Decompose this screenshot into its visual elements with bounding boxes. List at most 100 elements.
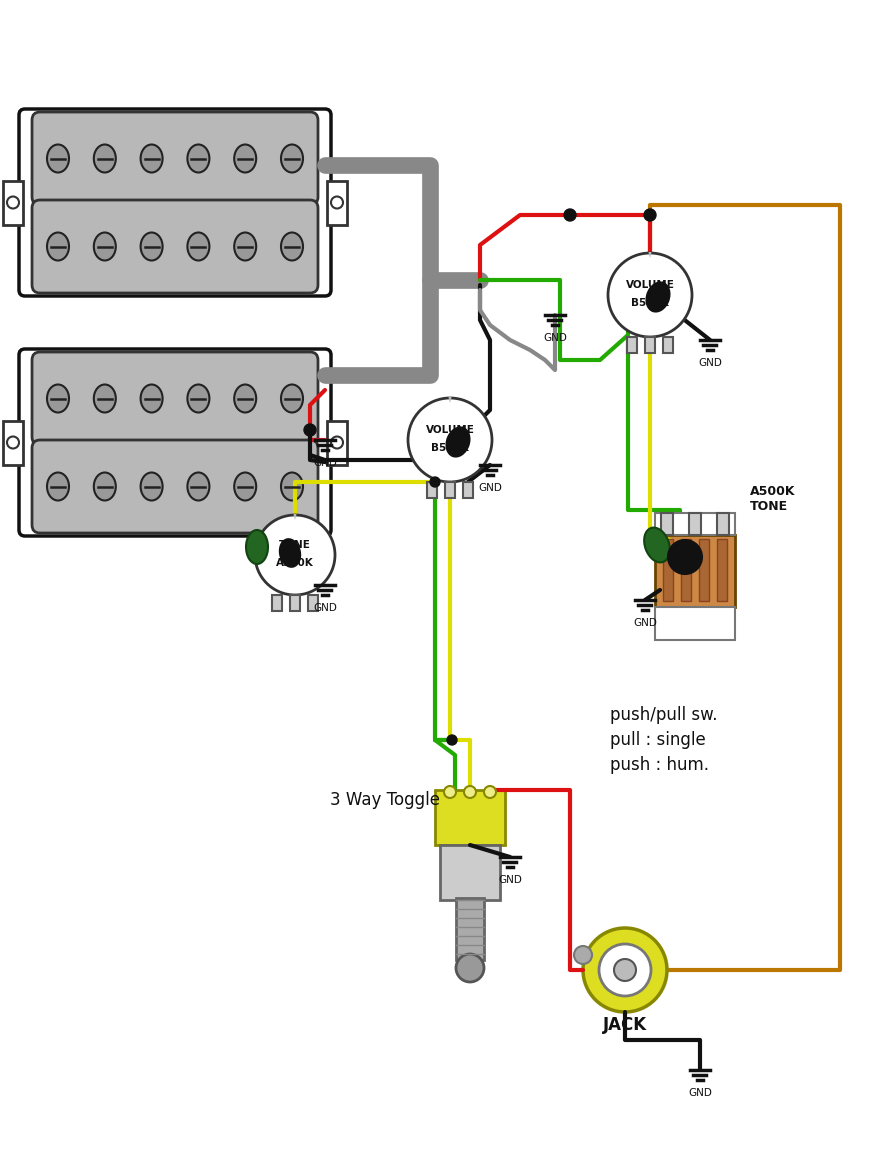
Wedge shape — [647, 252, 651, 259]
Bar — [698, 539, 708, 601]
Circle shape — [483, 786, 495, 799]
FancyBboxPatch shape — [19, 109, 330, 296]
Text: GND: GND — [697, 358, 721, 368]
Text: GND: GND — [633, 618, 656, 629]
Bar — [627, 337, 636, 353]
Bar — [662, 539, 673, 601]
Text: B500K: B500K — [431, 444, 468, 453]
Ellipse shape — [281, 232, 302, 261]
Bar — [440, 845, 500, 900]
Text: A500K: A500K — [275, 558, 314, 568]
Ellipse shape — [47, 145, 69, 172]
Ellipse shape — [47, 232, 69, 261]
Circle shape — [7, 437, 19, 448]
Circle shape — [255, 515, 335, 595]
Ellipse shape — [94, 472, 116, 501]
Ellipse shape — [278, 538, 301, 568]
Text: push : hum.: push : hum. — [609, 756, 708, 774]
Circle shape — [582, 928, 667, 1012]
Ellipse shape — [47, 385, 69, 412]
Ellipse shape — [187, 145, 209, 172]
Bar — [444, 481, 454, 498]
Text: A500K: A500K — [749, 485, 794, 498]
Ellipse shape — [141, 385, 163, 412]
Bar — [427, 481, 436, 498]
Bar — [660, 512, 673, 535]
Text: VOLUME: VOLUME — [425, 425, 474, 435]
Bar — [434, 791, 504, 845]
Text: TONE: TONE — [749, 500, 787, 512]
Ellipse shape — [94, 385, 116, 412]
Circle shape — [303, 424, 315, 435]
Text: push/pull sw.: push/pull sw. — [609, 705, 717, 724]
Ellipse shape — [246, 530, 268, 564]
Text: TONE: TONE — [279, 540, 310, 550]
Ellipse shape — [141, 232, 163, 261]
Text: 3 Way Toggle: 3 Way Toggle — [329, 791, 440, 809]
Bar — [680, 539, 690, 601]
Text: GND: GND — [313, 603, 336, 614]
Ellipse shape — [234, 232, 255, 261]
Wedge shape — [293, 514, 296, 520]
Circle shape — [408, 398, 492, 481]
Bar — [654, 535, 734, 607]
Bar — [327, 180, 347, 224]
FancyBboxPatch shape — [32, 111, 318, 205]
Bar — [644, 337, 654, 353]
Circle shape — [7, 196, 19, 208]
Bar — [3, 180, 23, 224]
Circle shape — [643, 209, 655, 221]
Ellipse shape — [187, 472, 209, 501]
Text: GND: GND — [497, 876, 521, 885]
FancyBboxPatch shape — [32, 200, 318, 293]
Ellipse shape — [234, 472, 255, 501]
Bar — [462, 481, 473, 498]
Text: GND: GND — [313, 458, 336, 468]
Bar — [662, 337, 673, 353]
Text: GND: GND — [687, 1088, 711, 1098]
Circle shape — [447, 735, 456, 745]
Text: GND: GND — [477, 483, 501, 493]
Ellipse shape — [141, 472, 163, 501]
Ellipse shape — [643, 527, 669, 562]
Ellipse shape — [47, 472, 69, 501]
Ellipse shape — [445, 426, 470, 457]
Circle shape — [455, 954, 483, 982]
Bar — [716, 512, 728, 535]
Circle shape — [574, 946, 591, 964]
Text: pull : single: pull : single — [609, 731, 705, 749]
Text: VOLUME: VOLUME — [625, 280, 673, 290]
Circle shape — [429, 477, 440, 487]
Circle shape — [443, 786, 455, 799]
Ellipse shape — [187, 385, 209, 412]
Ellipse shape — [281, 472, 302, 501]
Bar — [289, 595, 300, 611]
Ellipse shape — [94, 232, 116, 261]
Bar — [654, 512, 734, 535]
Ellipse shape — [141, 145, 163, 172]
Bar — [272, 595, 282, 611]
Bar — [654, 607, 734, 640]
Ellipse shape — [234, 145, 255, 172]
Bar — [327, 421, 347, 464]
Bar — [716, 539, 726, 601]
Circle shape — [330, 437, 342, 448]
Text: GND: GND — [542, 333, 567, 344]
Circle shape — [667, 540, 701, 574]
Bar — [308, 595, 318, 611]
Ellipse shape — [281, 145, 302, 172]
Wedge shape — [448, 398, 451, 403]
FancyBboxPatch shape — [19, 349, 330, 535]
Circle shape — [330, 196, 342, 208]
Circle shape — [607, 253, 691, 337]
Bar — [3, 421, 23, 464]
FancyBboxPatch shape — [32, 440, 318, 533]
Bar — [688, 512, 700, 535]
Ellipse shape — [187, 232, 209, 261]
Circle shape — [599, 944, 650, 996]
Text: JACK: JACK — [602, 1016, 647, 1034]
Ellipse shape — [645, 282, 670, 313]
FancyBboxPatch shape — [32, 352, 318, 445]
Circle shape — [563, 209, 575, 221]
Ellipse shape — [234, 385, 255, 412]
